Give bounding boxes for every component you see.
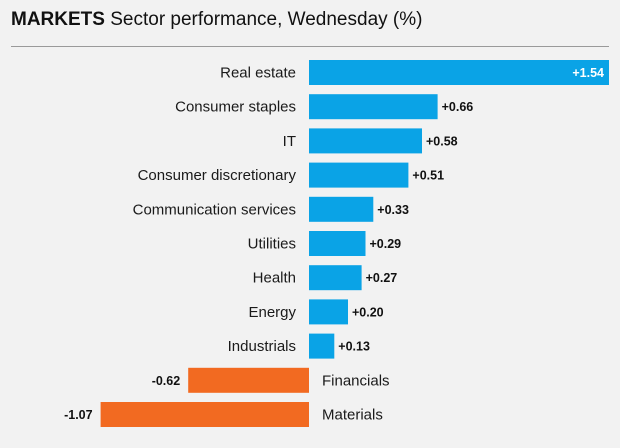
chart-title: Sector performance, Wednesday (%) [110, 9, 423, 30]
category-label-industrials: Industrials [228, 338, 296, 355]
bar-real-estate [309, 60, 609, 85]
bar-utilities [309, 231, 366, 256]
category-label-health: Health [253, 270, 296, 287]
category-label-energy: Energy [248, 304, 296, 321]
bar-health [309, 265, 362, 291]
value-label-financials: -0.62 [152, 374, 181, 388]
bar-materials [100, 402, 309, 427]
value-label-consumer-discretionary: +0.51 [412, 169, 444, 183]
category-label-communication-services: Communication services [133, 201, 296, 218]
value-label-energy: +0.20 [352, 305, 384, 319]
bar-financials [188, 367, 309, 393]
bar-industrials [309, 333, 335, 359]
chart-header: MARKETS Sector performance, Wednesday (%… [11, 7, 422, 33]
header-rule [11, 46, 609, 47]
bar-consumer-discretionary [309, 162, 409, 188]
value-label-real-estate: +1.54 [572, 66, 604, 80]
category-label-utilities: Utilities [248, 236, 296, 253]
category-label-consumer-staples: Consumer staples [175, 99, 296, 116]
bar-consumer-staples [309, 94, 438, 120]
value-label-utilities: +0.29 [370, 237, 402, 251]
category-label-it: IT [283, 133, 296, 150]
value-label-it: +0.58 [426, 134, 458, 148]
category-label-real-estate: Real estate [220, 65, 296, 82]
bar-communication-services [309, 196, 374, 222]
value-label-health: +0.27 [366, 271, 398, 285]
bar-it [309, 128, 422, 154]
category-label-financials: Financials [322, 372, 390, 389]
value-label-industrials: +0.13 [338, 340, 370, 354]
value-label-materials: -1.07 [64, 408, 93, 422]
chart-kicker: MARKETS [11, 9, 105, 30]
value-label-consumer-staples: +0.66 [442, 100, 474, 114]
bar-energy [309, 299, 348, 325]
value-label-communication-services: +0.33 [377, 203, 409, 217]
category-label-consumer-discretionary: Consumer discretionary [138, 167, 297, 184]
category-label-materials: Materials [322, 407, 383, 424]
